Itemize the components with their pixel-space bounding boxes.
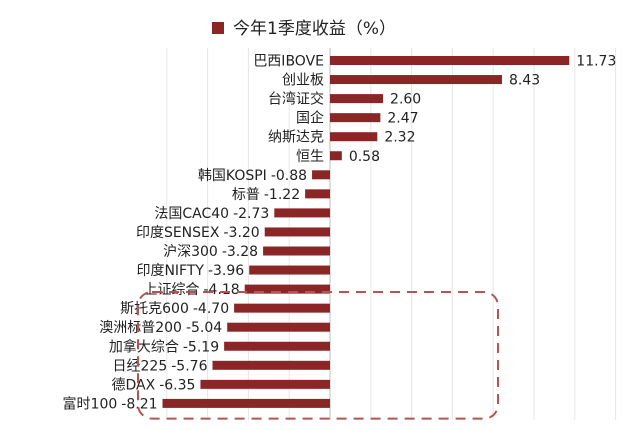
bar [234, 303, 330, 313]
value-label: -3.20 [223, 225, 259, 241]
category-label: 印度NIFTY [136, 263, 204, 279]
value-label: -0.88 [271, 168, 307, 184]
bar [305, 189, 330, 199]
category-label: 日经225 [113, 358, 168, 374]
bar [227, 322, 330, 332]
bar [212, 360, 330, 370]
bar [312, 170, 330, 180]
bar [249, 265, 330, 275]
legend: 今年1季度收益（%） [212, 19, 396, 39]
category-label: 德DAX [112, 377, 156, 393]
category-label: 韩国KOSPI [198, 168, 267, 184]
value-label: 2.32 [384, 130, 415, 146]
value-label: 2.47 [387, 111, 418, 127]
category-label: 法国CAC40 [154, 206, 229, 222]
bar [264, 227, 330, 237]
value-label: -4.70 [193, 301, 229, 317]
value-label: -6.35 [159, 377, 195, 393]
value-label: -5.76 [171, 358, 207, 374]
value-label: -2.73 [233, 206, 269, 222]
value-labels: 11.73 8.43 2.60 2.47 2.320.58 -0.88 -1.22 -2.73… [121, 54, 616, 413]
bar [200, 379, 330, 389]
category-label: 富时100 [63, 395, 118, 412]
value-label: -5.19 [183, 339, 219, 355]
category-label: 上证综合 [143, 282, 199, 298]
bar [162, 398, 330, 408]
category-label: 沪深300 [163, 244, 218, 260]
bar [330, 113, 381, 123]
bar [330, 56, 570, 65]
category-label: 加拿大综合 [109, 338, 179, 355]
value-label: -4.18 [203, 282, 239, 298]
value-label: 2.60 [390, 92, 421, 108]
bar [330, 94, 384, 104]
category-label: 标普 [232, 187, 260, 203]
category-label: 斯托克600 [120, 301, 189, 317]
value-label: -1.22 [264, 187, 300, 203]
category-label: 纳斯达克 [268, 130, 324, 146]
bar [244, 284, 330, 294]
value-label: 0.58 [349, 149, 380, 165]
bar [330, 132, 378, 142]
category-label: 印度SENSEX [136, 225, 220, 241]
value-label: -3.96 [208, 263, 244, 279]
bar [224, 341, 330, 351]
value-label: -8.21 [121, 396, 157, 412]
bars [162, 56, 570, 408]
legend-swatch [212, 22, 224, 34]
category-label: 巴西IBOVE [253, 54, 324, 70]
category-label: 创业板 [282, 73, 324, 89]
bar [330, 75, 502, 85]
category-label: 澳洲标普200 [99, 320, 182, 336]
category-label: 台湾证交 [268, 91, 324, 108]
category-label: 恒生 [296, 149, 324, 165]
value-label: 8.43 [509, 73, 540, 89]
category-label: 国企 [296, 110, 324, 127]
bar [263, 246, 330, 256]
legend-label: 今年1季度收益（%） [233, 19, 396, 39]
value-label: -5.04 [186, 320, 222, 336]
value-label: 11.73 [576, 54, 616, 70]
bar [330, 151, 342, 161]
bar [274, 208, 330, 218]
value-label: -3.28 [222, 244, 258, 260]
